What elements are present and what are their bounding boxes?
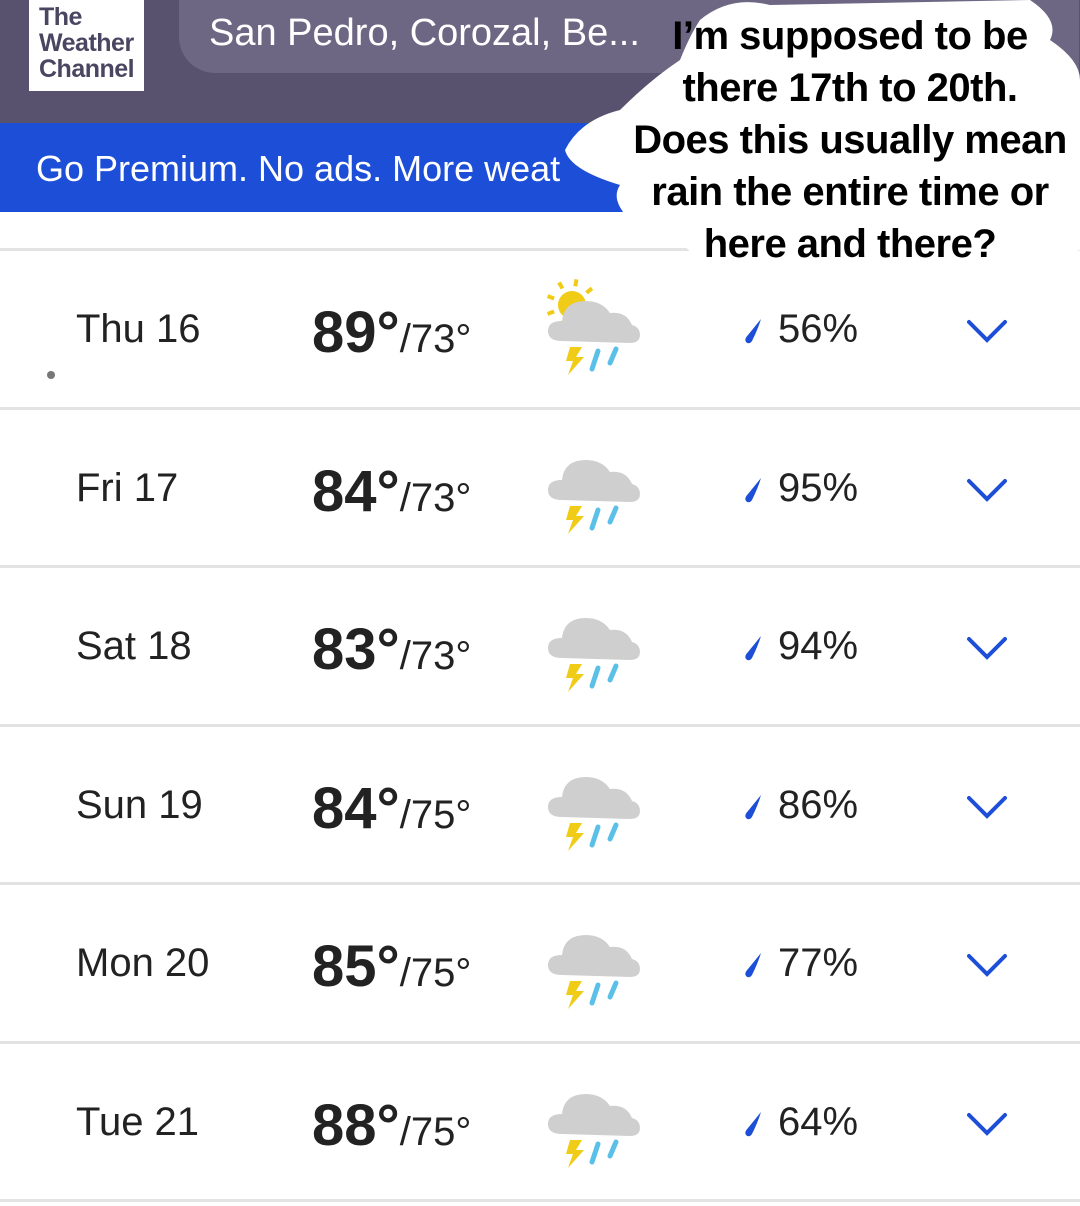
raindrop-icon xyxy=(745,319,761,344)
forecast-row[interactable]: Sun 19 84°/75° 86% xyxy=(0,723,1080,882)
thunderstorm-icon xyxy=(548,1093,640,1168)
logo-text: Weather xyxy=(39,29,134,57)
low-temp: /75° xyxy=(399,792,472,837)
chevron-down-icon[interactable] xyxy=(966,476,1008,504)
day-label: Sat 18 xyxy=(76,624,192,668)
low-temp: /73° xyxy=(399,634,472,678)
temperature: 84°/75° xyxy=(312,775,471,842)
chevron-down-icon[interactable] xyxy=(966,951,1008,979)
weather-channel-logo[interactable]: The Weather Channel xyxy=(29,0,144,91)
precip-chance: 56% xyxy=(778,307,859,351)
forecast-row[interactable]: Fri 17 84°/73° 95% xyxy=(0,406,1080,565)
thunderstorm-icon xyxy=(548,935,640,1009)
low-temp: /73° xyxy=(399,475,472,520)
high-temp: 85° xyxy=(312,934,400,999)
chevron-down-icon[interactable] xyxy=(966,317,1008,345)
day-label: Fri 17 xyxy=(76,465,179,510)
partly-sunny-thunderstorm-icon xyxy=(546,279,640,375)
high-temp: 84° xyxy=(312,775,400,841)
low-temp: /75° xyxy=(399,951,472,995)
thunderstorm-icon xyxy=(548,776,640,851)
logo-text: The xyxy=(39,3,82,31)
forecast-row[interactable]: Thu 16 89°/73° 56% xyxy=(0,248,1080,406)
forecast-row[interactable]: Tue 21 88°/75° 64% xyxy=(0,1040,1080,1199)
caption-line: I’m supposed to be xyxy=(672,14,1028,58)
raindrop-icon xyxy=(745,636,761,661)
temperature: 88°/75° xyxy=(312,1092,471,1159)
precip-chance: 77% xyxy=(778,941,859,985)
forecast-row[interactable]: Mon 20 85°/75° 77% xyxy=(0,882,1080,1040)
precip-chance: 95% xyxy=(778,465,859,510)
temperature: 89°/73° xyxy=(312,299,471,366)
forecast-row[interactable]: Sat 18 83°/73° 94% xyxy=(0,565,1080,723)
temperature: 83°/73° xyxy=(312,616,471,683)
chevron-down-icon[interactable] xyxy=(966,793,1008,821)
caption-line: Does this usually mean xyxy=(633,118,1067,162)
high-temp: 84° xyxy=(312,458,400,524)
precip-chance: 86% xyxy=(778,782,859,827)
high-temp: 83° xyxy=(312,617,400,682)
caption-line: there 17th to 20th. xyxy=(682,66,1018,110)
temperature: 84°/73° xyxy=(312,458,471,525)
chevron-down-icon[interactable] xyxy=(966,634,1008,662)
caption-line: here and there? xyxy=(703,222,997,266)
thunderstorm-icon xyxy=(548,459,640,534)
day-label: Thu 16 xyxy=(76,307,201,351)
caption-text: I’m supposed to be there 17th to 20th. D… xyxy=(600,10,1080,270)
caption-line: rain the entire time or xyxy=(651,170,1049,214)
chevron-down-icon[interactable] xyxy=(966,1110,1008,1138)
day-label: Mon 20 xyxy=(76,941,210,985)
raindrop-icon xyxy=(745,1111,761,1136)
high-temp: 88° xyxy=(312,1092,400,1158)
logo-text: Channel xyxy=(39,55,135,83)
day-label: Tue 21 xyxy=(76,1099,200,1144)
low-temp: /73° xyxy=(399,317,472,361)
raindrop-icon xyxy=(745,953,761,978)
caption-overlay-shape xyxy=(565,0,1080,265)
thunderstorm-icon xyxy=(548,618,640,692)
precip-chance: 94% xyxy=(778,624,859,668)
high-temp: 89° xyxy=(312,300,400,365)
indicator-dot xyxy=(47,371,55,379)
divider xyxy=(0,1199,1080,1206)
raindrop-icon xyxy=(745,794,761,819)
temperature: 85°/75° xyxy=(312,933,471,1000)
precip-chance: 64% xyxy=(778,1099,859,1144)
raindrop-icon xyxy=(745,477,761,502)
day-label: Sun 19 xyxy=(76,782,203,827)
low-temp: /75° xyxy=(399,1109,472,1154)
